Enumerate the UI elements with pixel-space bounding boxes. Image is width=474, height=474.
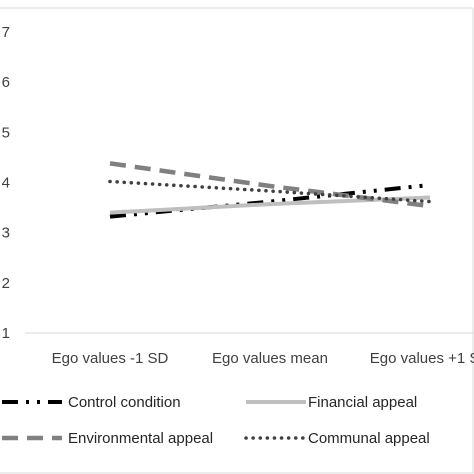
legend-label: Financial appeal <box>308 394 417 411</box>
legend-label: Communal appeal <box>308 430 430 447</box>
legend-label: Environmental appeal <box>68 430 213 447</box>
y-tick-label: 6 <box>2 74 10 91</box>
x-tick-labels: Ego values -1 SD Ego values mean Ego value… <box>52 350 474 367</box>
x-tick-label: Ego values mean <box>212 350 328 367</box>
series-lines <box>108 161 432 219</box>
y-tick-label: 5 <box>2 124 10 141</box>
legend-label: Control condition <box>68 394 181 411</box>
y-tick-label: 3 <box>2 225 10 242</box>
x-tick-label: Ego values +1 SD <box>370 350 474 367</box>
y-tick-label: 2 <box>2 275 10 292</box>
y-tick-labels: 1 2 3 4 5 6 7 <box>2 24 10 342</box>
y-tick-label: 1 <box>2 325 10 342</box>
y-tick-label: 7 <box>2 24 10 41</box>
chart-frame <box>0 7 474 474</box>
series-line <box>109 195 431 215</box>
series-line <box>109 161 431 209</box>
legend: Control condition Financial appeal Environ… <box>2 394 430 447</box>
y-tick-label: 4 <box>2 175 10 192</box>
x-tick-label: Ego values -1 SD <box>52 350 169 367</box>
